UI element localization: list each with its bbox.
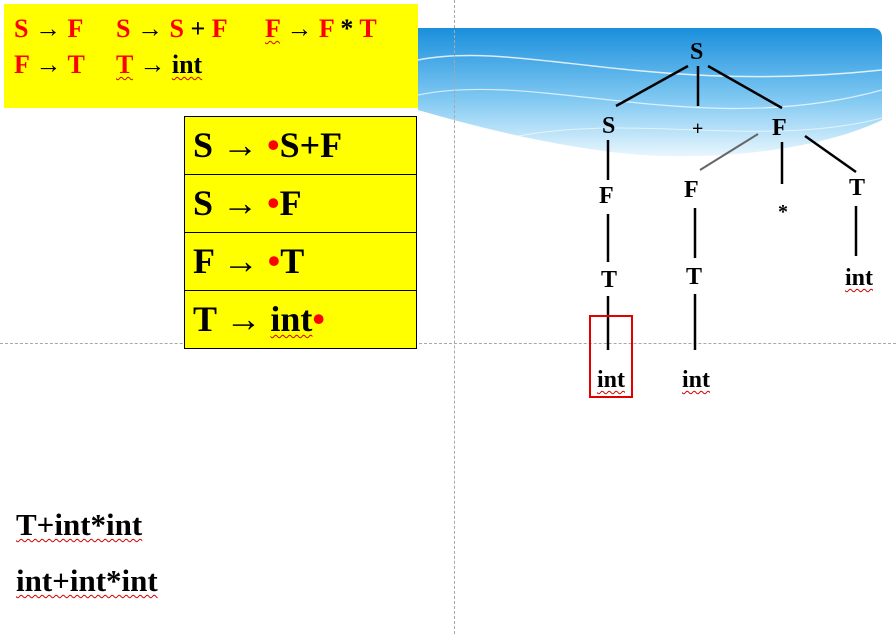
tree-node-s: S	[602, 114, 615, 138]
tree-node-int: int	[682, 368, 710, 392]
input-string-1: T+int*int	[16, 508, 142, 542]
tree-node-f: F	[772, 116, 787, 140]
tree-node-root: S	[690, 40, 703, 64]
tree-node-int: int	[845, 266, 873, 290]
int-label: int	[682, 367, 710, 393]
tree-edge	[616, 66, 688, 106]
tree-edge	[805, 136, 856, 172]
tree-edge	[700, 134, 758, 170]
current-handle-highlight	[589, 315, 633, 398]
input-string-2: int+int*int	[16, 564, 158, 598]
tree-node-plus: +	[692, 117, 703, 141]
tree-node-t: T	[686, 265, 702, 289]
tree-node-t: T	[849, 176, 865, 200]
tree-node-t: T	[601, 268, 617, 292]
tree-node-f: F	[599, 184, 614, 208]
tree-edge	[708, 66, 782, 108]
tree-node-f: F	[684, 178, 699, 202]
int-label: int	[845, 265, 873, 291]
tree-node-star: *	[778, 200, 788, 224]
